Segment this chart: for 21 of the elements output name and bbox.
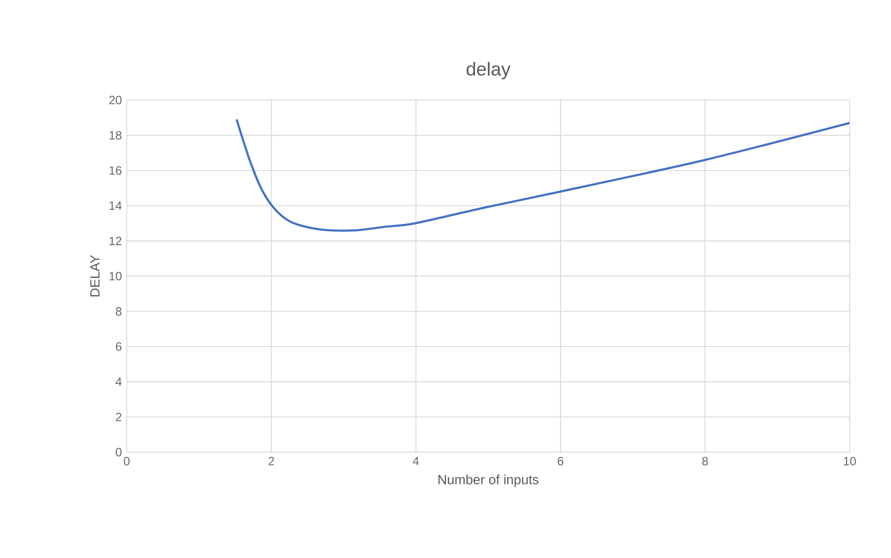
y-tick-label: 16	[110, 166, 122, 175]
y-tick-label: 8	[116, 307, 122, 316]
y-tick-label: 6	[116, 342, 122, 352]
x-tick-label: 8	[702, 457, 708, 466]
chart-title: delay	[466, 62, 510, 80]
x-axis-title: Number of inputs	[438, 474, 538, 488]
line-series	[236, 118, 850, 232]
y-tick-label: 14	[110, 202, 122, 210]
y-tick-label: 20	[109, 96, 122, 105]
x-tick-label: 10	[844, 457, 856, 466]
y-tick-label: 4	[116, 378, 122, 386]
x-tick-label: 6	[558, 457, 564, 466]
y-tick-label: 12	[110, 236, 122, 246]
x-tick-label: 4	[412, 457, 419, 466]
x-tick-label: 0	[124, 457, 130, 466]
y-tick-label: 10	[110, 272, 122, 281]
y-axis-title: DELAY	[90, 255, 100, 297]
y-tick-label: 2	[116, 412, 122, 422]
y-tick-label: 18	[110, 131, 122, 140]
x-tick-label: 2	[268, 457, 274, 466]
y-tick-label: 0	[116, 448, 122, 457]
